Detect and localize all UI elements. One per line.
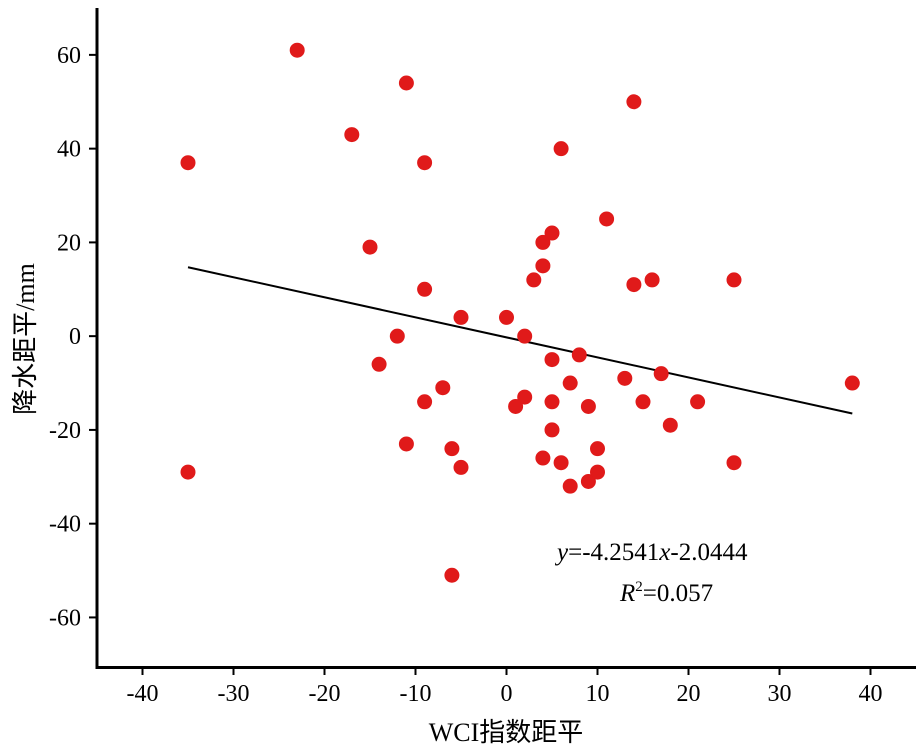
equation-intercept: -2.0444	[670, 539, 748, 566]
data-point	[517, 389, 533, 405]
data-point	[626, 277, 642, 293]
data-point	[499, 309, 514, 325]
data-point	[417, 281, 433, 297]
data-point	[653, 366, 669, 382]
data-point	[544, 394, 560, 410]
data-point	[626, 94, 642, 110]
x-tick-label: 40	[859, 681, 883, 707]
data-point	[535, 258, 551, 274]
data-point	[444, 441, 460, 457]
x-tick-label: 0	[501, 681, 513, 707]
data-point	[571, 347, 587, 363]
equation-x-symbol: x	[658, 539, 670, 566]
equation-slope: =-4.2541	[568, 539, 659, 566]
data-point	[635, 394, 651, 410]
data-point	[690, 394, 706, 410]
data-point	[289, 42, 305, 58]
data-point	[417, 394, 433, 410]
y-tick-label: 40	[57, 137, 81, 163]
data-point	[599, 211, 615, 227]
data-point	[180, 464, 196, 480]
data-point	[180, 155, 196, 171]
data-point	[344, 127, 360, 143]
data-point	[726, 272, 742, 288]
data-point	[508, 398, 524, 414]
data-point	[590, 441, 605, 457]
y-tick-label: -60	[49, 605, 81, 631]
x-tick-label: -20	[309, 681, 341, 707]
data-point	[562, 375, 578, 391]
r-squared: R2=0.057	[619, 579, 713, 607]
data-point	[580, 398, 596, 414]
data-point	[535, 450, 551, 466]
data-point	[662, 417, 678, 433]
data-point	[544, 422, 560, 438]
x-tick-label: 30	[768, 681, 792, 707]
data-point	[453, 309, 469, 325]
data-point	[544, 225, 560, 241]
x-tick-label: 20	[677, 681, 701, 707]
data-point	[844, 375, 860, 391]
y-ticks: -60 -40 -20 0 20 40 60	[49, 43, 97, 631]
y-axis-title: 降水距平/mm	[11, 263, 40, 415]
data-point	[398, 436, 414, 452]
r-squared-superscript: 2	[635, 579, 643, 595]
data-point	[644, 272, 660, 288]
data-point	[553, 141, 569, 157]
data-point	[726, 455, 742, 471]
data-point	[580, 473, 596, 489]
axes	[95, 8, 916, 669]
data-point	[544, 352, 560, 368]
equation-y-symbol: y	[554, 539, 569, 566]
r-squared-value: =0.057	[643, 580, 713, 607]
data-point	[417, 155, 433, 171]
x-ticks: -40 -30 -20 -10 0 10 20 30 40	[127, 667, 883, 707]
data-point	[435, 380, 451, 396]
data-point	[453, 459, 469, 475]
data-point	[526, 272, 542, 288]
x-axis-title: WCI指数距平	[429, 718, 584, 747]
data-point	[553, 455, 569, 471]
y-tick-label: 60	[57, 43, 81, 69]
y-tick-label: 0	[69, 324, 81, 350]
y-tick-label: -20	[49, 418, 81, 444]
x-tick-label: -40	[127, 681, 159, 707]
data-point	[371, 356, 387, 372]
r-squared-symbol: R	[619, 580, 635, 607]
data-point	[517, 328, 533, 344]
x-tick-label: -10	[400, 681, 432, 707]
data-point	[535, 234, 551, 250]
data-point	[590, 464, 605, 480]
y-tick-label: 20	[57, 230, 81, 256]
data-point	[398, 75, 414, 91]
y-tick-label: -40	[49, 512, 81, 538]
data-point	[562, 478, 578, 494]
data-point	[362, 239, 378, 255]
x-tick-label: 10	[586, 681, 610, 707]
regression-equation: y=-4.2541x-2.0444	[554, 539, 748, 566]
data-point	[617, 370, 633, 386]
x-tick-label: -30	[218, 681, 250, 707]
data-points	[180, 42, 860, 583]
data-point	[389, 328, 405, 344]
data-point	[444, 567, 460, 583]
